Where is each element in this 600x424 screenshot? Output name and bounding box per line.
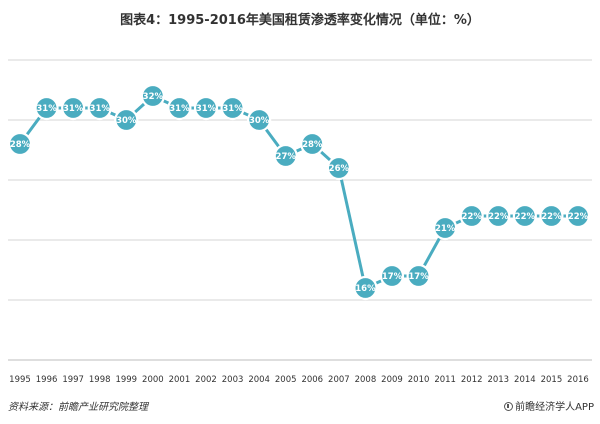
data-point-2013: 22% — [486, 203, 511, 229]
data-label: 22% — [488, 212, 509, 222]
data-point-marker — [326, 155, 351, 181]
data-point-marker — [486, 203, 511, 229]
data-point-marker — [34, 95, 59, 121]
data-label: 16% — [355, 284, 376, 294]
data-label: 31% — [36, 104, 57, 114]
data-point-2014: 22% — [512, 203, 537, 229]
data-label: 31% — [63, 104, 84, 114]
data-label: 21% — [435, 224, 456, 234]
x-tick-label: 2002 — [195, 375, 217, 385]
x-tick-label: 2003 — [222, 375, 244, 385]
data-label: 22% — [541, 212, 562, 222]
data-label: 27% — [276, 152, 297, 162]
x-tick-label: 2015 — [541, 375, 563, 385]
data-point-1995: 28% — [7, 131, 33, 157]
x-tick-label: 1999 — [115, 375, 137, 385]
data-label: 31% — [222, 104, 243, 114]
data-point-2012: 22% — [459, 203, 484, 229]
data-label: 32% — [143, 92, 164, 102]
data-point-marker — [193, 95, 219, 121]
data-point-1997: 31% — [61, 95, 86, 121]
data-point-marker — [87, 95, 112, 121]
data-label: 30% — [116, 116, 137, 126]
brand-credit: 前瞻经济学人APP — [504, 398, 594, 413]
data-point-2006: 28% — [300, 131, 325, 157]
data-point-marker — [114, 107, 139, 133]
x-tick-label: 2009 — [381, 375, 403, 385]
data-label: 17% — [382, 272, 403, 282]
x-tick-label: 1998 — [89, 375, 111, 385]
data-point-marker — [273, 143, 298, 169]
data-points: 28% 31% 31% 31% 30% 32% 31% 31% 31% 30% 27% 28% 26% 1… — [7, 83, 591, 301]
x-axis-tick-labels: 1995 1996 1997 1998 1999 2000 2001 2002 2003 2004… — [9, 375, 589, 385]
x-tick-label: 2012 — [461, 375, 483, 385]
brand-label: 前瞻经济学人APP — [515, 402, 594, 413]
data-label: 31% — [90, 104, 111, 114]
x-tick-label: 2014 — [514, 375, 536, 385]
data-point-marker — [300, 131, 325, 157]
data-label: 31% — [196, 104, 217, 114]
data-point-marker — [379, 263, 405, 289]
data-point-marker — [61, 95, 86, 121]
data-point-2005: 27% — [273, 143, 298, 169]
source-note: 资料来源：前瞻产业研究院整理 — [8, 402, 148, 413]
x-tick-label: 2011 — [434, 375, 456, 385]
data-label: 28% — [10, 140, 31, 150]
data-point-marker — [406, 263, 431, 289]
data-point-marker — [512, 203, 537, 229]
data-point-2011: 21% — [433, 215, 458, 241]
data-point-2016: 22% — [565, 203, 591, 229]
data-point-marker — [565, 203, 591, 229]
data-point-2007: 26% — [326, 155, 351, 181]
x-tick-label: 1995 — [9, 375, 31, 385]
x-tick-label: 2000 — [142, 375, 164, 385]
data-label: 22% — [515, 212, 536, 222]
data-point-marker — [167, 95, 192, 121]
data-point-1996: 31% — [34, 95, 59, 121]
x-tick-label: 2005 — [275, 375, 297, 385]
x-tick-label: 2010 — [408, 375, 430, 385]
data-point-marker — [247, 107, 272, 133]
x-tick-label: 2008 — [355, 375, 377, 385]
data-label: 30% — [249, 116, 270, 126]
data-point-2004: 30% — [247, 107, 272, 133]
grid-lines — [8, 59, 592, 361]
x-tick-label: 2001 — [169, 375, 191, 385]
data-point-marker — [7, 131, 33, 157]
data-label: 17% — [408, 272, 429, 282]
data-point-1998: 31% — [87, 95, 112, 121]
x-tick-label: 2006 — [301, 375, 323, 385]
data-point-2003: 31% — [220, 95, 245, 121]
x-tick-label: 2004 — [248, 375, 270, 385]
data-point-marker — [353, 275, 378, 301]
data-label: 22% — [568, 212, 589, 222]
data-point-2000: 32% — [140, 83, 165, 109]
data-label: 22% — [462, 212, 483, 222]
data-point-2008: 16% — [353, 275, 378, 301]
x-tick-label: 2013 — [487, 375, 509, 385]
data-point-marker — [433, 215, 458, 241]
data-point-2002: 31% — [193, 95, 219, 121]
data-point-2010: 17% — [406, 263, 431, 289]
x-tick-label: 2016 — [567, 375, 589, 385]
data-label: 28% — [302, 140, 323, 150]
data-point-marker — [220, 95, 245, 121]
chart-title: 图表4：1995-2016年美国租赁渗透率变化情况（单位：%） — [120, 13, 480, 28]
brand-logo-icon — [504, 402, 514, 411]
data-point-1999: 30% — [114, 107, 139, 133]
data-label: 31% — [169, 104, 190, 114]
data-point-2009: 17% — [379, 263, 405, 289]
x-tick-label: 1996 — [36, 375, 58, 385]
series-line-layer — [18, 94, 578, 291]
data-point-2001: 31% — [167, 95, 192, 121]
series-line — [18, 94, 578, 291]
data-point-marker — [459, 203, 484, 229]
data-point-marker — [140, 83, 165, 109]
data-point-marker — [539, 203, 564, 229]
data-label: 26% — [329, 164, 350, 174]
x-tick-label: 2007 — [328, 375, 350, 385]
x-tick-label: 1997 — [62, 375, 84, 385]
data-point-2015: 22% — [539, 203, 564, 229]
